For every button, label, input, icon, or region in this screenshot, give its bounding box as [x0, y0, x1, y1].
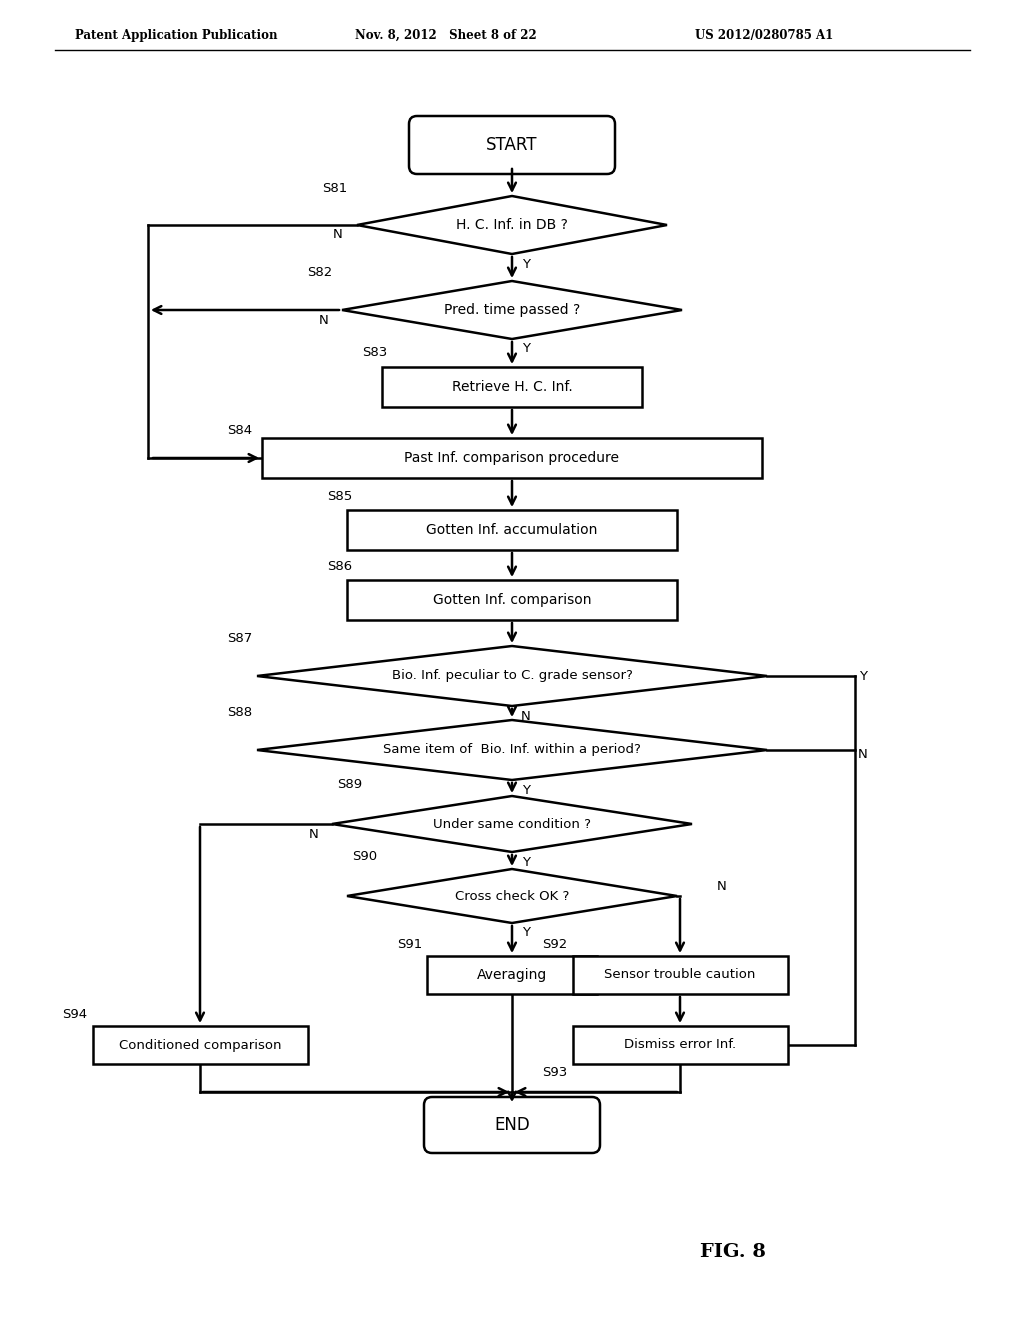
Bar [262, 438, 762, 478]
Text: S81: S81 [322, 181, 347, 194]
Text: Patent Application Publication: Patent Application Publication [75, 29, 278, 41]
Text: S88: S88 [227, 705, 252, 718]
Text: N: N [521, 710, 530, 722]
Polygon shape [257, 719, 767, 780]
Polygon shape [347, 869, 677, 923]
Text: Cross check OK ?: Cross check OK ? [455, 890, 569, 903]
Text: Y: Y [859, 669, 867, 682]
Text: Pred. time passed ?: Pred. time passed ? [443, 304, 581, 317]
Text: N: N [318, 314, 328, 326]
Bar [572, 1026, 787, 1064]
Text: Gotten Inf. accumulation: Gotten Inf. accumulation [426, 523, 598, 537]
Text: Conditioned comparison: Conditioned comparison [119, 1039, 282, 1052]
Text: Averaging: Averaging [477, 968, 547, 982]
Text: Y: Y [522, 784, 530, 796]
Polygon shape [257, 645, 767, 706]
Polygon shape [357, 195, 667, 253]
FancyBboxPatch shape [409, 116, 615, 174]
Bar [572, 956, 787, 994]
Text: Nov. 8, 2012   Sheet 8 of 22: Nov. 8, 2012 Sheet 8 of 22 [355, 29, 537, 41]
Polygon shape [332, 796, 692, 851]
Text: Dismiss error Inf.: Dismiss error Inf. [624, 1039, 736, 1052]
Text: Bio. Inf. peculiar to C. grade sensor?: Bio. Inf. peculiar to C. grade sensor? [391, 669, 633, 682]
Text: Same item of  Bio. Inf. within a period?: Same item of Bio. Inf. within a period? [383, 743, 641, 756]
Text: N: N [858, 748, 868, 762]
Bar [347, 579, 677, 620]
Text: N: N [333, 228, 343, 242]
Text: Y: Y [522, 342, 530, 355]
Polygon shape [342, 281, 682, 339]
Bar [347, 510, 677, 550]
Text: S92: S92 [543, 937, 567, 950]
Text: S82: S82 [307, 267, 332, 280]
Text: Under same condition ?: Under same condition ? [433, 817, 591, 830]
Bar [92, 1026, 307, 1064]
Text: Y: Y [522, 855, 530, 869]
Bar [382, 367, 642, 407]
Text: S94: S94 [62, 1007, 87, 1020]
Text: S84: S84 [227, 424, 252, 437]
Text: S91: S91 [396, 937, 422, 950]
Text: FIG. 8: FIG. 8 [700, 1243, 766, 1261]
Text: S90: S90 [352, 850, 377, 863]
Text: Retrieve H. C. Inf.: Retrieve H. C. Inf. [452, 380, 572, 393]
Text: S93: S93 [543, 1065, 567, 1078]
Text: US 2012/0280785 A1: US 2012/0280785 A1 [695, 29, 834, 41]
Text: S89: S89 [337, 777, 362, 791]
Text: Past Inf. comparison procedure: Past Inf. comparison procedure [404, 451, 620, 465]
Bar [427, 956, 597, 994]
Text: S83: S83 [361, 346, 387, 359]
Text: S85: S85 [327, 490, 352, 503]
Text: S86: S86 [327, 560, 352, 573]
Text: S87: S87 [226, 631, 252, 644]
Text: N: N [308, 828, 318, 841]
Text: Gotten Inf. comparison: Gotten Inf. comparison [433, 593, 591, 607]
Text: Y: Y [522, 927, 530, 940]
Text: START: START [486, 136, 538, 154]
Text: Sensor trouble caution: Sensor trouble caution [604, 969, 756, 982]
Text: Y: Y [522, 257, 530, 271]
Text: END: END [495, 1115, 529, 1134]
FancyBboxPatch shape [424, 1097, 600, 1152]
Text: H. C. Inf. in DB ?: H. C. Inf. in DB ? [456, 218, 568, 232]
Text: N: N [717, 879, 727, 892]
